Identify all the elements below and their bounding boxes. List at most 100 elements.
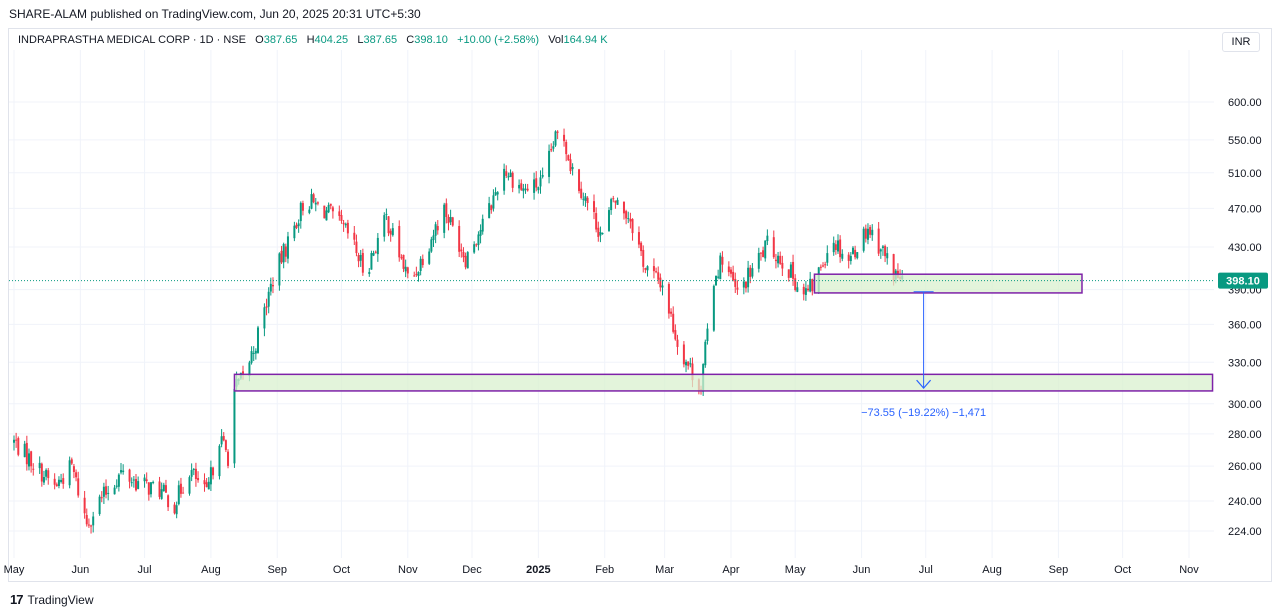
- candle-body: [804, 288, 807, 295]
- candle-body: [537, 187, 540, 191]
- candle-body: [218, 445, 221, 477]
- time-axis[interactable]: May Jun Jul Aug Sep Oct Nov Dec 2025 Feb Mar Apr May…: [4, 564, 1200, 576]
- open-value: 387.65: [263, 34, 298, 46]
- candle-body: [310, 194, 313, 209]
- candle-body: [338, 211, 341, 216]
- candle-body: [719, 255, 722, 280]
- candle-body: [884, 246, 887, 257]
- volume-label: Vol: [548, 34, 564, 46]
- high-label: H: [306, 34, 315, 46]
- support-zone-rect[interactable]: [813, 273, 1083, 294]
- candle-body: [205, 482, 208, 488]
- candle-body: [434, 224, 437, 236]
- close-value: 398.10: [414, 34, 448, 46]
- candle-body: [68, 460, 71, 486]
- candle-body: [357, 255, 360, 262]
- candle-body: [102, 486, 105, 497]
- candle-body: [314, 202, 317, 205]
- candle-body: [323, 205, 326, 219]
- candle-body: [128, 469, 131, 482]
- candle-body: [657, 272, 660, 280]
- candle-body: [826, 253, 829, 263]
- candle-body: [744, 281, 747, 289]
- candle-body: [32, 468, 35, 470]
- candle-body: [404, 266, 407, 272]
- x-tick-label: Jun: [71, 564, 89, 576]
- x-tick-label: May: [4, 564, 25, 576]
- open-label: O: [255, 34, 264, 46]
- candle-body: [736, 287, 739, 290]
- candle-body: [449, 216, 452, 223]
- candle-body: [60, 479, 63, 482]
- candle-body: [794, 278, 797, 291]
- x-tick-label: 2025: [526, 564, 550, 576]
- candle-body: [374, 251, 377, 253]
- candle-body: [834, 244, 837, 250]
- price-axis[interactable]: 224.00 240.00 260.00 280.00 300.00 330.00 360.…: [1228, 97, 1262, 538]
- candle-body: [415, 273, 418, 275]
- candle-body: [271, 284, 274, 287]
- candle-body: [265, 306, 268, 308]
- support-zone-rect[interactable]: [233, 373, 1214, 392]
- candle-body: [152, 481, 155, 483]
- x-tick-label: Sep: [1049, 564, 1069, 576]
- candle-body: [15, 439, 18, 441]
- candle-body: [682, 344, 685, 365]
- x-tick-label: Aug: [982, 564, 1002, 576]
- candle-body: [879, 249, 882, 252]
- candle-body: [342, 222, 345, 225]
- candle-body: [368, 271, 371, 274]
- candle-body: [871, 229, 874, 236]
- candle-body: [130, 482, 133, 484]
- candle-body: [286, 236, 289, 259]
- candle-body: [652, 266, 655, 272]
- candle-body: [233, 388, 236, 464]
- candle-body: [134, 479, 137, 491]
- candle-body: [824, 264, 827, 266]
- support-zones[interactable]: [233, 273, 1214, 392]
- candle-body: [864, 228, 867, 239]
- footer-branding[interactable]: 17 TradingView: [10, 592, 94, 607]
- candle-body: [704, 341, 707, 366]
- candle-body: [567, 155, 570, 161]
- candle-body: [57, 479, 60, 486]
- candle-body: [691, 363, 694, 381]
- candle-body: [443, 204, 446, 233]
- candle-body: [757, 252, 760, 269]
- candle-body: [659, 277, 662, 288]
- candle-body: [822, 265, 825, 267]
- candle-body: [220, 436, 223, 445]
- currency-button[interactable]: INR: [1222, 32, 1260, 52]
- candle-body: [293, 225, 296, 239]
- candle-body: [672, 313, 675, 332]
- candle-body: [479, 229, 482, 236]
- candle-body: [886, 253, 889, 259]
- y-tick-label: 600.00: [1228, 97, 1262, 109]
- candle-body: [145, 479, 148, 482]
- y-tick-label: 430.00: [1228, 242, 1262, 254]
- candle-body: [721, 256, 724, 265]
- candle-body: [661, 285, 664, 288]
- candle-body: [877, 228, 880, 254]
- candle-body: [203, 480, 206, 485]
- candle-body: [779, 255, 782, 264]
- candle-body: [866, 228, 869, 240]
- candle-body: [488, 203, 491, 219]
- candle-body: [267, 291, 270, 307]
- y-tick-label: 260.00: [1228, 461, 1262, 473]
- candle-body: [451, 217, 454, 226]
- candle-body: [712, 285, 715, 331]
- x-tick-label: Oct: [1114, 564, 1131, 576]
- candle-body: [764, 240, 767, 259]
- candle-body: [687, 361, 690, 366]
- candle-body: [535, 178, 538, 188]
- x-tick-label: Feb: [595, 564, 614, 576]
- candle-body: [777, 255, 780, 264]
- x-tick-label: Aug: [201, 564, 221, 576]
- measure-tool[interactable]: −73.55 (−19.22%) −1,471: [861, 291, 986, 419]
- candle-body: [787, 269, 790, 278]
- candle-body: [460, 249, 463, 252]
- candle-body: [17, 438, 20, 455]
- candle-body: [316, 202, 319, 204]
